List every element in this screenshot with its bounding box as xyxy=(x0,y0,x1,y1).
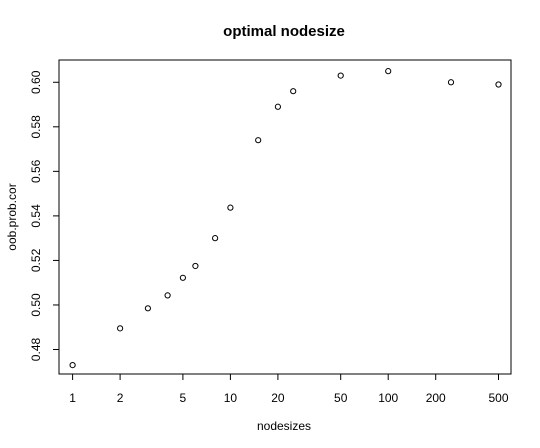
data-point xyxy=(164,292,171,299)
data-point xyxy=(69,361,76,369)
y-tick-label: 0.60 xyxy=(29,70,43,94)
x-tick-label: 50 xyxy=(334,391,348,405)
data-point xyxy=(255,137,262,144)
data-points xyxy=(69,68,502,369)
x-tick-label: 5 xyxy=(180,391,187,405)
data-point xyxy=(227,204,234,211)
data-point xyxy=(144,305,151,312)
y-tick-label: 0.48 xyxy=(29,338,43,362)
data-point xyxy=(179,274,186,281)
y-axis-label: oob.prob.cor xyxy=(5,183,19,250)
x-axis: 1 2 5 10 20 50 100 200 500 xyxy=(69,373,509,405)
y-axis: 0.48 0.50 0.52 0.54 0.56 0.58 0.60 xyxy=(29,70,60,362)
x-tick-label: 200 xyxy=(426,391,446,405)
y-tick-label: 0.56 xyxy=(29,159,43,183)
data-point xyxy=(274,103,282,110)
data-point xyxy=(212,235,219,242)
x-tick-label: 500 xyxy=(488,391,508,405)
x-tick-label: 1 xyxy=(69,391,76,405)
plot-area-frame xyxy=(58,59,512,375)
data-point xyxy=(192,262,199,270)
chart-title: optimal nodesize xyxy=(223,23,345,40)
x-tick-label: 20 xyxy=(271,391,285,405)
data-point xyxy=(117,325,124,332)
data-point xyxy=(337,72,344,79)
y-tick-label: 0.54 xyxy=(29,204,43,228)
x-tick-label: 2 xyxy=(117,391,124,405)
y-tick-label: 0.52 xyxy=(29,248,43,272)
y-tick-label: 0.50 xyxy=(29,293,43,317)
data-point xyxy=(290,88,297,95)
data-point xyxy=(495,81,502,88)
data-point xyxy=(447,79,455,86)
y-tick-label: 0.58 xyxy=(29,115,43,139)
x-tick-label: 100 xyxy=(378,391,398,405)
x-tick-label: 10 xyxy=(224,391,238,405)
data-point xyxy=(385,68,392,75)
x-axis-label: nodesizes xyxy=(257,419,311,433)
